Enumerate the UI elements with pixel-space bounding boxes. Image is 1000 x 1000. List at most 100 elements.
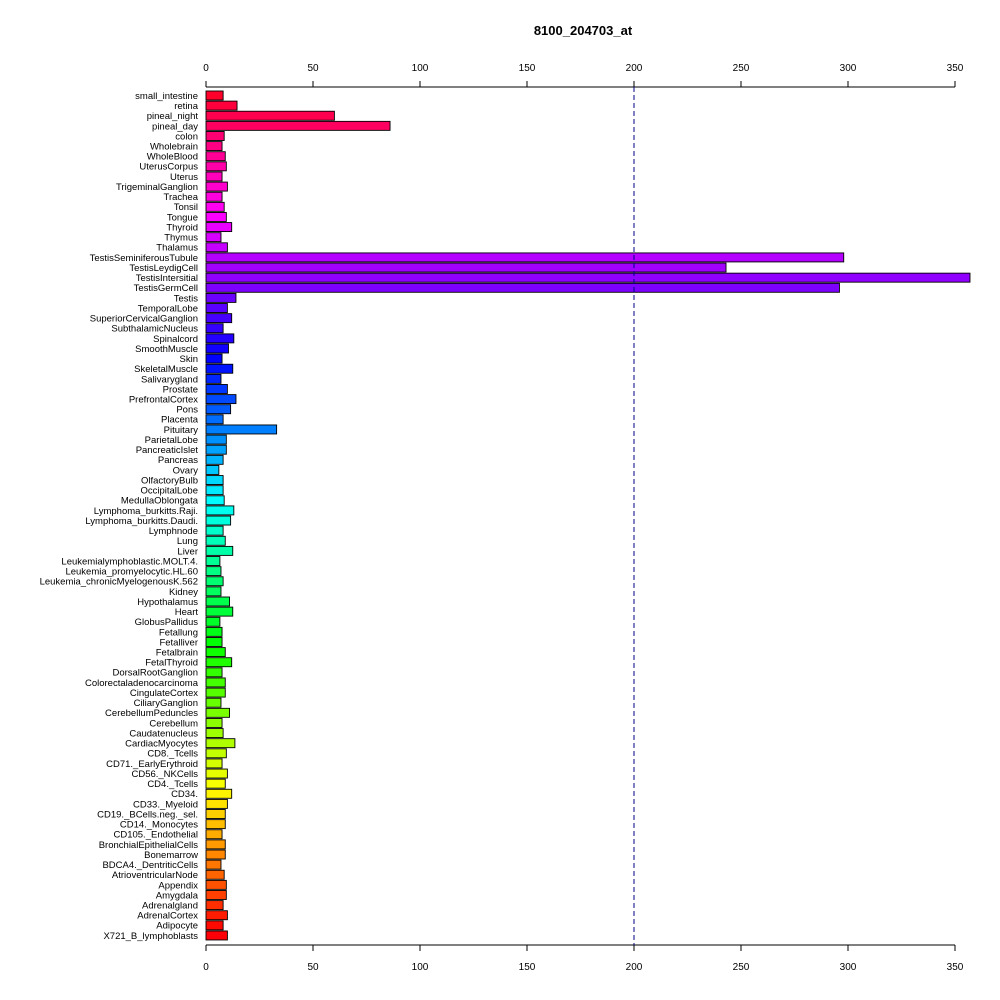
- bar-Kidney: [205, 586, 222, 597]
- category-label: TestisSeminiferousTubule: [90, 253, 198, 264]
- bar-CD4._Tcells: [205, 778, 226, 789]
- bar-MedullaOblongata: [205, 495, 225, 506]
- bar-Prostate: [205, 384, 228, 394]
- category-label: Trachea: [164, 192, 199, 203]
- category-label: SuperiorCervicalGanglion: [90, 314, 198, 325]
- bar-Pituitary: [205, 424, 278, 435]
- bar-Skin: [205, 353, 223, 364]
- bar-Fetalliver: [205, 637, 223, 647]
- bar-Tonsil: [205, 201, 225, 212]
- bar-Tongue: [205, 211, 227, 222]
- bar-Uterus: [205, 171, 223, 182]
- category-label: Caudatenucleus: [129, 728, 198, 739]
- category-label: TrigeminalGanglion: [116, 182, 198, 193]
- category-label: pineal_day: [152, 121, 198, 132]
- category-label: Appendix: [158, 880, 198, 891]
- category-labels: small_intestineretinapineal_nightpineal_…: [40, 91, 199, 942]
- category-label: CD8._Tcells: [147, 749, 198, 760]
- category-label: Spinalcord: [153, 334, 198, 345]
- bar-CiliaryGanglion: [205, 697, 222, 708]
- category-label: Leukemia_chronicMyelogenousK.562: [40, 577, 198, 588]
- bar-CD19._BCells.neg._sel.: [205, 809, 226, 819]
- category-label: Pons: [176, 405, 198, 416]
- bar-Testis: [205, 292, 237, 303]
- bar-colon: [205, 131, 225, 141]
- category-label: BDCA4._DentriticCells: [102, 860, 198, 871]
- category-label: PancreaticIslet: [136, 445, 199, 456]
- bar-CerebellumPeduncles: [205, 707, 230, 718]
- bar-Lymphoma_burkitts.Daudi.: [205, 515, 232, 526]
- category-label: ParietalLobe: [145, 435, 198, 446]
- top-axis-tick-label: 150: [519, 63, 536, 74]
- bar-SubthalamicNucleus: [205, 323, 224, 334]
- category-label: Tonsil: [174, 202, 198, 213]
- category-label: CD14._Monocytes: [120, 820, 198, 831]
- bar-Adipocyte: [205, 920, 224, 931]
- bar-Trachea: [205, 191, 223, 202]
- category-label: Testis: [174, 293, 199, 304]
- bar-Spinalcord: [205, 333, 235, 344]
- category-label: Thalamus: [156, 243, 198, 254]
- category-label: Leukemialymphoblastic.MOLT.4.: [61, 556, 198, 567]
- bar-Hypothalamus: [205, 596, 230, 607]
- category-label: CD34.: [171, 789, 198, 800]
- chart-title: 8100_204703_at: [534, 23, 633, 38]
- category-label: Thymus: [164, 233, 198, 244]
- bar-CingulateCortex: [205, 687, 226, 698]
- category-label: Skin: [180, 354, 198, 365]
- bar-GlobusPallidus: [205, 616, 221, 627]
- bottom-axis-tick-label: 200: [626, 962, 643, 973]
- bar-BDCA4._DentriticCells: [205, 859, 222, 870]
- bar-UterusCorpus: [205, 161, 227, 172]
- bar-pineal_day: [205, 120, 391, 131]
- category-label: SkeletalMuscle: [134, 364, 198, 375]
- bar-Lymphoma_burkitts.Raji.: [205, 505, 235, 516]
- category-label: CD4._Tcells: [147, 779, 198, 790]
- category-label: TestisIntersitial: [136, 273, 198, 284]
- category-label: Thyroid: [166, 222, 198, 233]
- category-label: OlfactoryBulb: [141, 475, 198, 486]
- bar-Caudatenucleus: [205, 728, 224, 739]
- bar-Placenta: [205, 414, 224, 425]
- bar-TrigeminalGanglion: [205, 181, 228, 192]
- category-label: pineal_night: [147, 111, 199, 122]
- bottom-axis-tick-label: 150: [519, 962, 536, 973]
- category-label: WholeBlood: [147, 152, 198, 163]
- bar-TestisLeydigCell: [205, 262, 727, 273]
- category-label: Cerebellum: [149, 718, 198, 729]
- category-label: Lymphnode: [149, 526, 198, 537]
- bar-FetalThyroid: [205, 657, 233, 668]
- category-label: TestisLeydigCell: [129, 263, 198, 274]
- category-label: CD19._BCells.neg._sel.: [97, 809, 198, 820]
- category-label: SmoothMuscle: [135, 344, 198, 355]
- category-label: Salivarygland: [141, 374, 198, 385]
- category-label: Uterus: [170, 172, 198, 183]
- bottom-axis-tick-label: 50: [307, 962, 319, 973]
- category-label: CingulateCortex: [130, 688, 198, 699]
- bar-Bonemarrow: [205, 849, 226, 860]
- bar-SuperiorCervicalGanglion: [205, 313, 233, 324]
- bar-small_intestine: [205, 90, 224, 101]
- category-label: CD33._Myeloid: [133, 799, 198, 810]
- bar-CD8._Tcells: [205, 748, 227, 759]
- top-axis-tick-label: 250: [733, 63, 750, 74]
- bar-WholeBlood: [205, 151, 226, 162]
- bar-Colorectaladenocarcinoma: [205, 677, 226, 688]
- category-label: AtrioventricularNode: [112, 870, 198, 881]
- category-label: CardiacMyocytes: [125, 739, 198, 750]
- bar-pineal_night: [205, 110, 335, 121]
- category-label: Fetalliver: [159, 637, 198, 648]
- bottom-axis-tick-label: 350: [947, 962, 964, 973]
- bar-TestisSeminiferousTubule: [205, 252, 845, 263]
- bar-Thyroid: [205, 222, 233, 233]
- bar-CD56._NKCells: [205, 768, 228, 779]
- bar-OlfactoryBulb: [205, 475, 224, 486]
- bar-Amygdala: [205, 890, 227, 900]
- bottom-axis-tick-label: 300: [840, 962, 857, 973]
- category-label: Lymphoma_burkitts.Raji.: [94, 506, 198, 517]
- bar-OccipitalLobe: [205, 485, 224, 496]
- category-label: Pituitary: [164, 425, 199, 436]
- bar-CardiacMyocytes: [205, 738, 236, 749]
- category-label: OccipitalLobe: [140, 486, 198, 497]
